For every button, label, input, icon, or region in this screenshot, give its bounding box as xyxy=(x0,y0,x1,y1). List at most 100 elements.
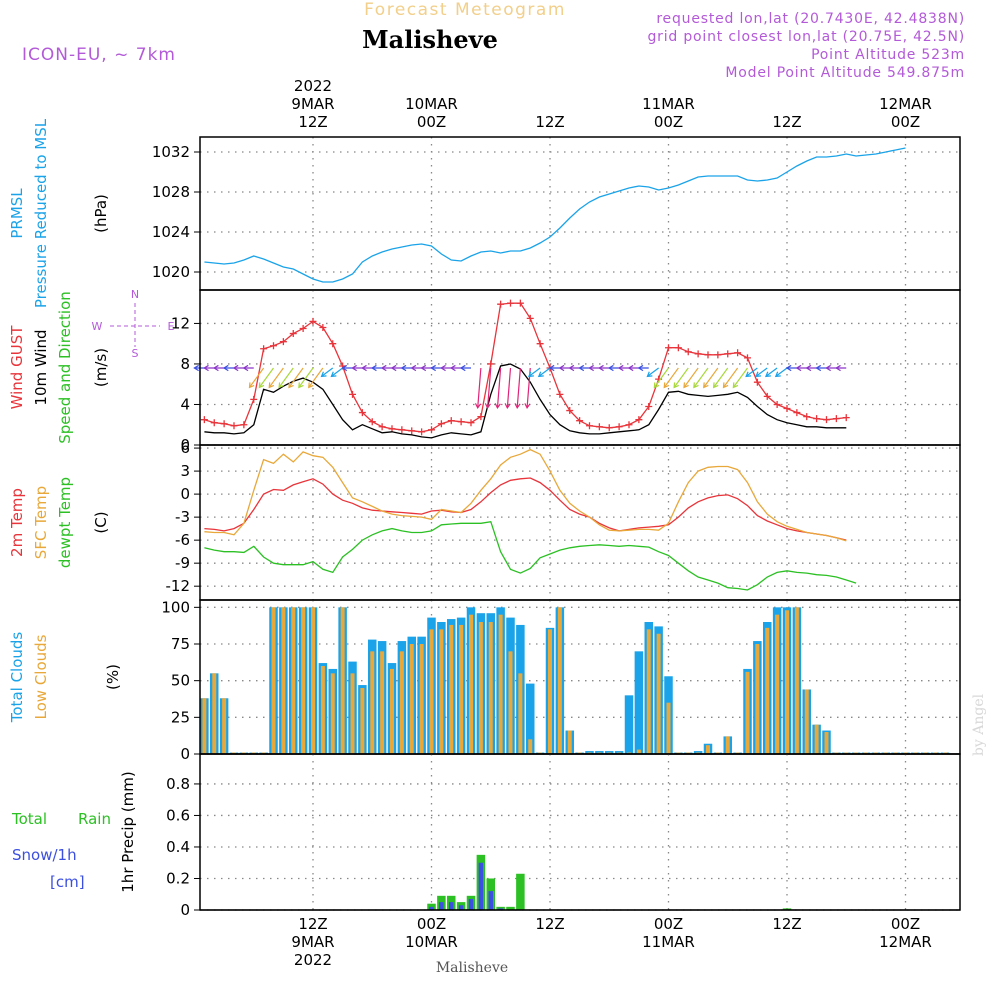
time-axis-top-label: 12Z xyxy=(535,113,564,131)
wind-arrow-head xyxy=(653,382,660,389)
time-axis-top-label: 2022 xyxy=(294,77,332,95)
temperature-axis-label: SFC Temp xyxy=(32,486,50,559)
wind-arrow-head xyxy=(683,382,689,389)
compass-west: W xyxy=(92,320,103,333)
time-axis-top-label: 11MAR xyxy=(642,95,695,113)
clouds-bar-low xyxy=(429,629,434,754)
clouds-axis-label: (%) xyxy=(104,664,122,690)
gust-marker xyxy=(477,413,485,421)
wind-direction-arrow xyxy=(647,367,659,377)
location-title: Malisheve xyxy=(362,25,498,54)
wind-arrow-head xyxy=(693,382,699,389)
clouds-bar-low xyxy=(488,622,493,754)
pressure-series-line xyxy=(204,147,906,283)
compass-north: N xyxy=(131,288,139,301)
wind-direction-arrow xyxy=(278,367,294,388)
gust-marker xyxy=(349,390,356,398)
gust-marker xyxy=(418,428,426,436)
wind-direction-arrow xyxy=(258,367,274,388)
clouds-bar-low xyxy=(557,607,562,754)
time-axis-bottom-label: 00Z xyxy=(891,915,920,933)
wind-direction-arrow xyxy=(765,367,778,377)
clouds-bar-low xyxy=(350,673,355,754)
precipitation-bar-rain xyxy=(516,873,525,910)
wind-arrow-head xyxy=(484,403,491,410)
wind-arrow-head xyxy=(410,364,417,372)
wind-arrow-head xyxy=(815,364,822,372)
precipitation-ytick-label: 0.8 xyxy=(166,775,190,793)
time-axis-top-label: 12Z xyxy=(298,113,327,131)
wind-direction-arrow xyxy=(528,367,541,377)
meteogram-header-title: Forecast Meteogram xyxy=(364,0,566,20)
wind-arrow-head xyxy=(420,364,427,372)
wind-arrow-head xyxy=(193,364,199,372)
gust-marker xyxy=(457,418,465,426)
gust-marker xyxy=(210,419,218,427)
gust-marker xyxy=(309,317,317,325)
model-point-altitude: Model Point Altitude 549.875m xyxy=(725,65,965,81)
gust-marker xyxy=(289,330,297,338)
time-axis-bottom-label: 12MAR xyxy=(879,933,932,951)
temperature-axis-label: 2m Temp xyxy=(8,488,26,557)
pressure-axis-label: Pressure Reduced to MSL xyxy=(32,118,50,308)
wind-direction-arrow xyxy=(298,367,314,388)
wind-direction-arrow xyxy=(755,367,768,377)
clouds-bar-low xyxy=(419,644,424,754)
clouds-bar-low xyxy=(814,724,819,754)
wind-arrow-head xyxy=(380,364,387,372)
wind-arrow-head xyxy=(268,382,275,389)
pressure-ytick-label: 1020 xyxy=(152,263,190,281)
clouds-bar-low xyxy=(212,673,217,754)
wind-arrow-head xyxy=(785,364,792,372)
wind-arrow-head xyxy=(732,382,739,389)
gust-marker xyxy=(753,378,761,386)
gust-marker xyxy=(556,390,564,398)
clouds-bar-low xyxy=(301,607,306,754)
clouds-bar-low xyxy=(567,730,572,754)
pressure-ytick-label: 1028 xyxy=(152,183,190,201)
clouds-bar-low xyxy=(518,673,523,754)
gust-marker xyxy=(832,415,840,423)
clouds-panel: 0 25 50 75 100 Total Clouds Low Clouds (%) xyxy=(8,598,961,763)
wind-ytick-label: 4 xyxy=(180,395,190,413)
credit-watermark: by Angel xyxy=(971,693,987,756)
wind-arrow-head xyxy=(514,403,521,410)
clouds-ytick-label: 100 xyxy=(161,598,190,616)
wind-arrow-head xyxy=(548,364,555,372)
wind-arrow-head xyxy=(459,364,466,372)
time-axis-top-label: 12MAR xyxy=(879,95,932,113)
wind-arrow-head xyxy=(320,371,327,378)
gust-marker xyxy=(516,299,524,307)
wind-direction-arrow xyxy=(663,367,679,388)
precipitation-ytick-label: 0.6 xyxy=(166,806,190,824)
gust-marker xyxy=(694,350,702,358)
precip-label-total: Total xyxy=(11,810,47,828)
time-axis-bottom-label: 11MAR xyxy=(642,933,695,951)
clouds-bar-low xyxy=(449,624,454,754)
precipitation-bar-snow xyxy=(439,902,444,910)
model-label: ICON-EU, ~ 7km xyxy=(22,45,176,65)
wind-direction-arrow xyxy=(653,367,669,388)
wind-direction-arrow xyxy=(673,367,689,388)
gust-marker xyxy=(714,351,722,359)
clouds-ytick-label: 25 xyxy=(171,708,190,726)
wind-arrow-head xyxy=(232,364,239,372)
gust-marker xyxy=(319,323,327,331)
wind-series-line xyxy=(204,363,847,439)
time-axis-top-label: 10MAR xyxy=(405,95,458,113)
time-axis-bottom-label: 00Z xyxy=(417,915,446,933)
gust-marker xyxy=(674,344,682,352)
gust-marker xyxy=(803,413,811,421)
gust-marker xyxy=(645,403,653,411)
clouds-bar-low xyxy=(360,688,365,754)
wind-direction-arrow xyxy=(331,367,343,377)
gust-marker xyxy=(773,400,781,408)
temperature-ytick-label: 6 xyxy=(180,439,190,457)
wind-direction-arrow xyxy=(723,367,739,388)
gust-marker xyxy=(368,418,376,426)
clouds-bar-low xyxy=(804,689,809,754)
temperature-axis-label: (C) xyxy=(92,511,110,533)
wind-arrow-head xyxy=(673,382,679,389)
wind-arrow-head xyxy=(449,364,456,372)
